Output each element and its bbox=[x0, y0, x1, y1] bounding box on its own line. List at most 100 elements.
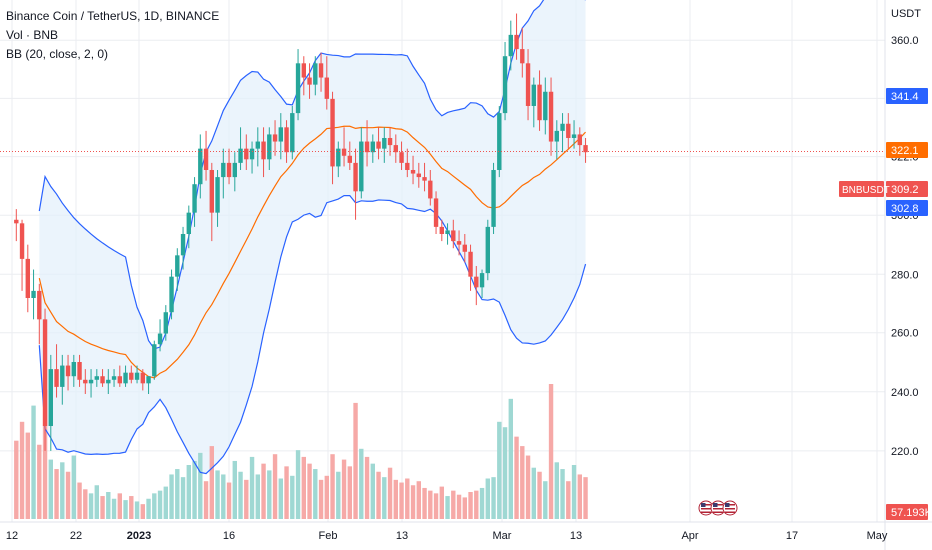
bollinger-indicator-label[interactable]: BB (20, close, 2, 0) bbox=[6, 47, 109, 61]
candle[interactable] bbox=[169, 269, 174, 320]
symbol-title[interactable]: Binance Coin / TetherUS, 1D, BINANCE bbox=[6, 9, 220, 23]
candle[interactable] bbox=[284, 120, 289, 163]
candle[interactable] bbox=[14, 209, 19, 242]
candle[interactable] bbox=[508, 20, 513, 71]
candle[interactable] bbox=[209, 162, 214, 242]
candle[interactable] bbox=[497, 105, 502, 178]
candle[interactable] bbox=[261, 127, 266, 178]
candle[interactable] bbox=[318, 52, 324, 92]
candle[interactable] bbox=[111, 369, 117, 387]
candle[interactable] bbox=[422, 162, 427, 192]
candle[interactable] bbox=[341, 127, 347, 167]
candle[interactable] bbox=[370, 134, 375, 163]
candle[interactable] bbox=[537, 70, 542, 131]
candle[interactable] bbox=[83, 369, 88, 395]
candle[interactable] bbox=[330, 91, 335, 185]
candle[interactable] bbox=[19, 219, 25, 291]
candle[interactable] bbox=[278, 113, 283, 160]
candle[interactable] bbox=[65, 354, 71, 391]
candle[interactable] bbox=[514, 13, 519, 60]
candle[interactable] bbox=[180, 226, 186, 270]
candle[interactable] bbox=[364, 120, 370, 167]
candle[interactable] bbox=[543, 77, 548, 135]
candle[interactable] bbox=[100, 369, 105, 387]
candle[interactable] bbox=[232, 152, 237, 192]
candle[interactable] bbox=[531, 77, 536, 128]
candle[interactable] bbox=[88, 369, 94, 398]
candle[interactable] bbox=[554, 120, 559, 160]
candle[interactable] bbox=[393, 134, 398, 163]
candle[interactable] bbox=[203, 130, 209, 181]
candle[interactable] bbox=[71, 354, 76, 387]
candle[interactable] bbox=[416, 162, 421, 188]
candle[interactable] bbox=[244, 134, 249, 170]
candle[interactable] bbox=[249, 141, 255, 174]
candle[interactable] bbox=[433, 191, 439, 234]
candle[interactable] bbox=[405, 148, 410, 178]
candle[interactable] bbox=[399, 141, 404, 170]
candle[interactable] bbox=[382, 127, 387, 163]
candle[interactable] bbox=[221, 148, 226, 199]
candle[interactable] bbox=[324, 56, 329, 110]
candle[interactable] bbox=[267, 127, 272, 170]
candle[interactable] bbox=[140, 369, 145, 391]
candle[interactable] bbox=[502, 41, 508, 121]
candle[interactable] bbox=[313, 56, 318, 96]
candle[interactable] bbox=[307, 63, 312, 99]
candle[interactable] bbox=[456, 230, 462, 256]
candle[interactable] bbox=[117, 365, 122, 387]
candle[interactable] bbox=[123, 365, 128, 387]
candle[interactable] bbox=[60, 354, 65, 405]
candle[interactable] bbox=[451, 219, 456, 249]
candle[interactable] bbox=[31, 269, 36, 320]
candle[interactable] bbox=[583, 137, 588, 163]
candle[interactable] bbox=[163, 305, 168, 341]
candle[interactable] bbox=[439, 219, 444, 242]
candle[interactable] bbox=[295, 49, 301, 121]
candle[interactable] bbox=[157, 319, 163, 352]
candle[interactable] bbox=[376, 127, 381, 160]
candle[interactable] bbox=[94, 369, 99, 387]
candle[interactable] bbox=[25, 244, 30, 313]
candle[interactable] bbox=[129, 365, 134, 384]
candle[interactable] bbox=[571, 120, 577, 149]
candle[interactable] bbox=[134, 365, 140, 384]
us-flag-event-icon[interactable] bbox=[698, 500, 714, 516]
candle[interactable] bbox=[255, 127, 260, 167]
candle[interactable] bbox=[146, 376, 151, 395]
candle[interactable] bbox=[238, 127, 243, 170]
candle[interactable] bbox=[347, 141, 352, 170]
candle[interactable] bbox=[445, 223, 450, 245]
candle[interactable] bbox=[359, 127, 364, 199]
candle[interactable] bbox=[175, 248, 180, 291]
candle[interactable] bbox=[226, 148, 232, 185]
candle[interactable] bbox=[462, 233, 467, 263]
candle[interactable] bbox=[186, 205, 191, 249]
candle[interactable] bbox=[37, 283, 42, 345]
us-flag-event-icon[interactable] bbox=[710, 500, 726, 516]
candle[interactable] bbox=[479, 269, 485, 298]
candle[interactable] bbox=[290, 105, 295, 160]
candle[interactable] bbox=[520, 27, 525, 78]
candle[interactable] bbox=[272, 120, 278, 156]
candle[interactable] bbox=[198, 134, 203, 199]
volume-indicator-label[interactable]: Vol · BNB bbox=[6, 28, 59, 42]
candle[interactable] bbox=[152, 340, 157, 380]
candle[interactable] bbox=[560, 113, 565, 153]
candle[interactable] bbox=[353, 148, 358, 220]
candle[interactable] bbox=[485, 219, 490, 281]
candle[interactable] bbox=[336, 141, 341, 178]
candle[interactable] bbox=[548, 77, 554, 156]
candle[interactable] bbox=[42, 308, 48, 451]
candle[interactable] bbox=[410, 155, 416, 185]
candle[interactable] bbox=[192, 177, 197, 227]
candle[interactable] bbox=[468, 244, 473, 291]
candle[interactable] bbox=[491, 162, 496, 234]
candle[interactable] bbox=[474, 265, 479, 306]
candle[interactable] bbox=[428, 169, 433, 206]
candle[interactable] bbox=[525, 49, 531, 121]
us-flag-event-icon[interactable] bbox=[722, 500, 738, 516]
candle[interactable] bbox=[215, 169, 220, 227]
candle[interactable] bbox=[106, 369, 111, 395]
